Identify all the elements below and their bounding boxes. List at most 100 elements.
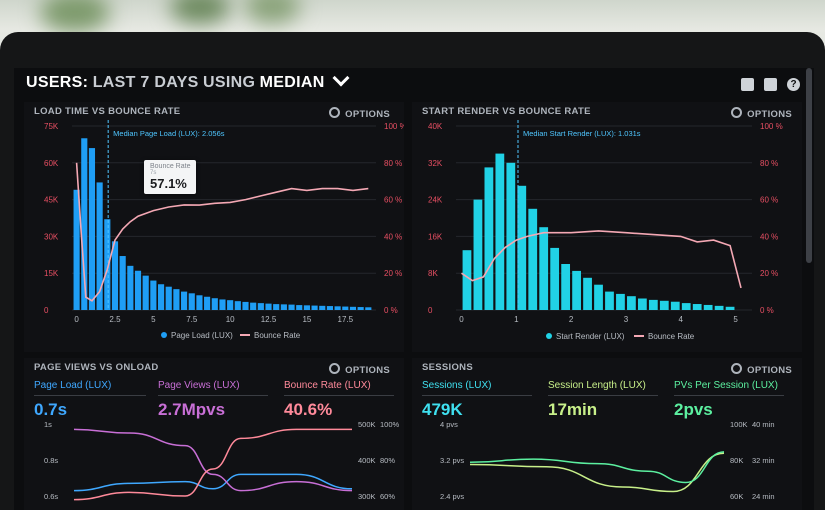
y-axis-left-tick: 40K xyxy=(428,122,443,131)
bounce-rate-metric-value: 40.6% xyxy=(284,400,333,419)
divider xyxy=(674,395,784,396)
help-icon[interactable]: ? xyxy=(787,78,800,91)
options-button[interactable]: OPTIONS xyxy=(329,362,390,376)
bar xyxy=(550,247,560,310)
y-axis-left-tick: 32K xyxy=(428,159,443,168)
bar xyxy=(157,284,165,310)
sessions-chart: 2.4 pvs 3.2 pvs 4 pvs 60K 80K 100K 24 min 32 mi… xyxy=(440,420,775,501)
sessions-metric-label: Sessions (LUX) xyxy=(422,380,492,391)
y-axis-right-tick: 24 min xyxy=(752,492,775,501)
bar xyxy=(648,299,658,310)
y-axis-left-tick: 60K xyxy=(44,159,59,168)
x-axis-tick: 12.5 xyxy=(261,315,277,324)
y-axis-left-tick: 1s xyxy=(44,420,52,429)
x-axis-tick: 7.5 xyxy=(186,315,198,324)
page-views-metric-label: Page Views (LUX) xyxy=(158,380,240,391)
export-icon[interactable] xyxy=(764,78,777,91)
series-line xyxy=(469,452,725,493)
plant-blur xyxy=(170,0,230,24)
y-axis-right-tick: 32 min xyxy=(752,456,775,465)
scrollbar[interactable] xyxy=(806,68,812,263)
dashboard-title[interactable]: USERS: LAST 7 DAYS USING MEDIAN xyxy=(26,69,350,96)
bar xyxy=(273,304,280,310)
y-axis-right-tick: 60 % xyxy=(384,196,402,205)
page-load-metric-label: Page Load (LUX) xyxy=(34,380,112,391)
bar xyxy=(257,303,264,310)
bar xyxy=(73,189,80,310)
page-views-panel: PAGE VIEWS VS ONLOAD OPTIONS Page Load (… xyxy=(24,358,404,510)
legend-label: Start Render (LUX) xyxy=(556,332,625,341)
x-axis-tick: 5 xyxy=(151,315,156,324)
x-axis-tick: 17.5 xyxy=(338,315,354,324)
options-label: OPTIONS xyxy=(345,365,390,376)
monitor-icon[interactable] xyxy=(741,78,754,91)
legend-swatch xyxy=(161,332,167,338)
tooltip-label: Bounce Rate xyxy=(150,163,191,170)
tooltip-sub: 7s xyxy=(150,170,157,176)
bar xyxy=(627,296,636,310)
panel-title: START RENDER VS BOUNCE RATE xyxy=(422,106,591,117)
bar xyxy=(303,305,310,310)
page-views-chart: 0.6s 0.8s 1s 300K 400K 500K 60% 80% 100% xyxy=(44,420,400,501)
bar xyxy=(196,295,203,310)
dashboard-screen: USERS: LAST 7 DAYS USING MEDIAN ? LOAD T… xyxy=(14,68,814,510)
bar xyxy=(659,300,669,310)
bar xyxy=(204,296,211,310)
y-axis-left-tick: 4 pvs xyxy=(440,420,458,429)
y-axis-right-tick: 40 % xyxy=(760,232,778,241)
x-axis-tick: 1 xyxy=(514,315,519,324)
bar xyxy=(296,305,303,310)
bar xyxy=(81,138,88,310)
chevron-down-icon[interactable] xyxy=(332,69,350,87)
bar xyxy=(234,301,241,310)
bar xyxy=(181,291,188,310)
title-prefix: USERS: xyxy=(26,74,89,91)
panel-title: LOAD TIME VS BOUNCE RATE xyxy=(34,106,181,117)
options-label: OPTIONS xyxy=(747,365,792,376)
y-axis-left-tick: 0.6s xyxy=(44,492,58,501)
load-time-panel: LOAD TIME VS BOUNCE RATE OPTIONS 0 15K 30K… xyxy=(24,102,404,352)
y-axis-left-tick: 0 xyxy=(44,306,49,315)
options-button[interactable]: OPTIONS xyxy=(731,362,792,376)
bar xyxy=(357,307,364,310)
bar xyxy=(173,289,180,310)
series-line xyxy=(469,451,725,484)
bar xyxy=(616,293,625,310)
bar xyxy=(725,306,735,310)
session-length-metric-label: Session Length (LUX) xyxy=(548,380,646,391)
sessions-metric-value: 479K xyxy=(422,400,463,419)
bar xyxy=(288,304,295,310)
bar xyxy=(473,199,483,310)
median-label: Median Page Load (LUX): 2.056s xyxy=(113,129,225,138)
gear-icon xyxy=(329,107,341,118)
bar xyxy=(265,303,272,310)
bar xyxy=(714,305,724,310)
bar xyxy=(111,241,119,310)
x-axis-tick: 0 xyxy=(459,315,464,324)
bar xyxy=(462,250,472,310)
plant-blur xyxy=(40,0,110,32)
gear-icon xyxy=(329,363,341,374)
bar xyxy=(219,299,226,310)
bar xyxy=(692,304,702,310)
bar xyxy=(349,306,357,310)
y-axis-left-tick: 24K xyxy=(428,196,443,205)
bar xyxy=(484,167,494,310)
y-axis-left-tick: 2.4 pvs xyxy=(440,492,464,501)
pvs-per-session-metric-value: 2pvs xyxy=(674,400,713,419)
x-axis-tick: 0 xyxy=(74,315,79,324)
options-button[interactable]: OPTIONS xyxy=(329,106,390,120)
title-range: LAST 7 DAYS xyxy=(92,74,199,91)
bar xyxy=(670,301,680,310)
bar xyxy=(637,298,647,310)
y-axis-right-tick: 80K xyxy=(730,456,743,465)
panel-title: SESSIONS xyxy=(422,362,473,373)
start-render-chart: 0 8K 16K 24K 32K 40K 0 % 20 % 40 % 60 % 80 % 100 % 0… xyxy=(428,120,783,341)
start-render-panel: START RENDER VS BOUNCE RATE OPTIONS 0 8K 1… xyxy=(412,102,802,352)
bounce-rate-metric-label: Bounce Rate (LUX) xyxy=(284,380,371,391)
bar xyxy=(703,304,713,310)
page-load-metric-value: 0.7s xyxy=(34,400,68,419)
options-button[interactable]: OPTIONS xyxy=(731,106,792,120)
y-axis-right-tick: 0 % xyxy=(384,306,398,315)
bar xyxy=(528,208,538,310)
